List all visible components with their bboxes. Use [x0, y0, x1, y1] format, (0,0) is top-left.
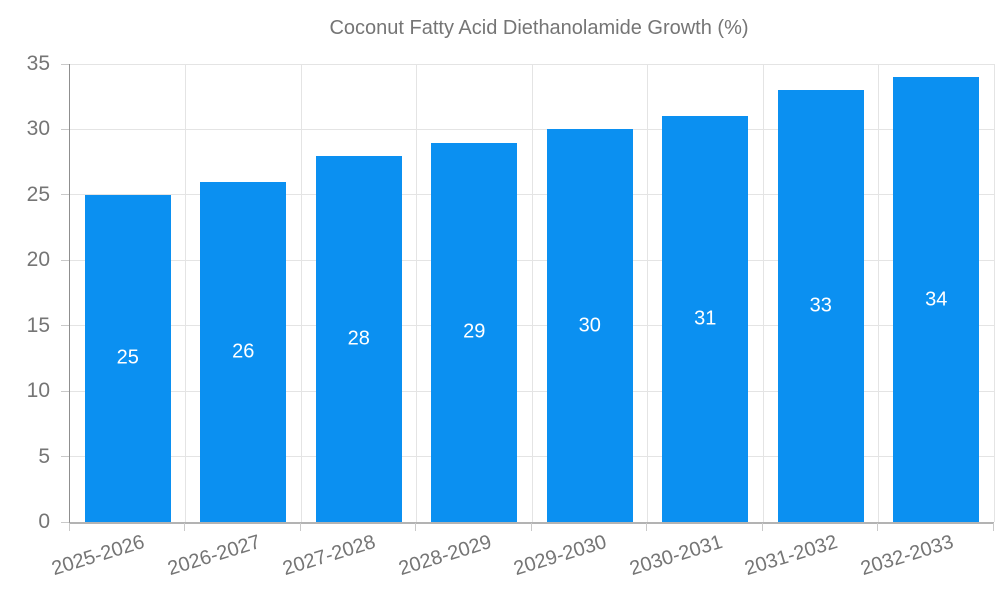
- bar-value-label: 29: [463, 320, 486, 343]
- plot-area: 25 26 28 29 30 31 33 34: [69, 63, 995, 524]
- y-tick-label: 5: [38, 444, 50, 468]
- legend-label: Coconut Fatty Acid Diethanolamide Growth…: [329, 17, 749, 39]
- bar: 31: [662, 116, 749, 522]
- y-tick-label: 35: [26, 52, 50, 75]
- x-tick-label: 2027-2028: [280, 531, 379, 581]
- x-axis-tick: [415, 523, 416, 531]
- x-tick-label: 2029-2030: [511, 531, 610, 581]
- bar: 33: [777, 90, 864, 522]
- bar-value-label: 28: [347, 327, 370, 350]
- y-tick-label: 15: [26, 313, 50, 337]
- y-tick-label: 20: [26, 248, 50, 272]
- x-tick-label: 2031-2032: [742, 531, 841, 581]
- y-tick-label: 10: [26, 379, 50, 403]
- x-grid-line: [647, 64, 648, 522]
- y-axis-tick: [61, 521, 69, 523]
- y-tick-label: 30: [26, 117, 50, 141]
- y-axis-tick: [61, 259, 69, 261]
- legend-item[interactable]: Coconut Fatty Acid Diethanolamide Growth…: [0, 17, 1000, 40]
- bar: 29: [431, 142, 518, 522]
- x-grid-line: [531, 64, 533, 522]
- x-grid-line: [300, 64, 302, 522]
- bar: 25: [84, 194, 171, 522]
- bar-value-label: 25: [116, 346, 139, 369]
- x-grid-line: [185, 64, 186, 522]
- x-axis-tick: [299, 523, 301, 531]
- x-axis-tick: [68, 523, 70, 531]
- bar: 28: [315, 155, 402, 522]
- x-axis-tick: [761, 523, 763, 531]
- x-tick-label: 2028-2029: [395, 531, 494, 581]
- x-tick-label: 2026-2027: [164, 531, 263, 581]
- x-axis-tick: [530, 523, 532, 531]
- y-axis-tick: [61, 63, 69, 65]
- bar-value-label: 30: [578, 314, 601, 337]
- bar-value-label: 34: [925, 288, 948, 311]
- y-axis-tick: [61, 194, 69, 196]
- x-grid-line: [878, 64, 879, 522]
- y-axis-tick: [61, 390, 69, 392]
- x-axis-tick: [992, 523, 994, 531]
- x-tick-label: 2030-2031: [626, 531, 725, 581]
- x-tick-label: 2025-2026: [49, 531, 148, 581]
- y-tick-label: 0: [38, 510, 50, 533]
- x-grid-line: [993, 64, 995, 522]
- legend-swatch: [251, 17, 317, 40]
- y-axis-tick: [61, 325, 69, 327]
- bar: 26: [200, 181, 287, 522]
- x-grid-line: [762, 64, 764, 522]
- bar: 34: [893, 77, 980, 522]
- x-grid-line: [416, 64, 417, 522]
- bar-value-label: 26: [232, 340, 255, 363]
- x-axis-tick: [877, 523, 878, 531]
- bar-value-label: 31: [694, 307, 717, 330]
- x-axis-tick: [646, 523, 647, 531]
- x-tick-label: 2032-2033: [857, 531, 956, 581]
- y-tick-label: 25: [26, 182, 50, 206]
- y-axis-tick: [61, 128, 69, 130]
- bar-value-label: 33: [809, 294, 832, 317]
- y-axis-tick: [61, 456, 69, 458]
- bar: 30: [546, 129, 633, 522]
- x-axis-tick: [184, 523, 185, 531]
